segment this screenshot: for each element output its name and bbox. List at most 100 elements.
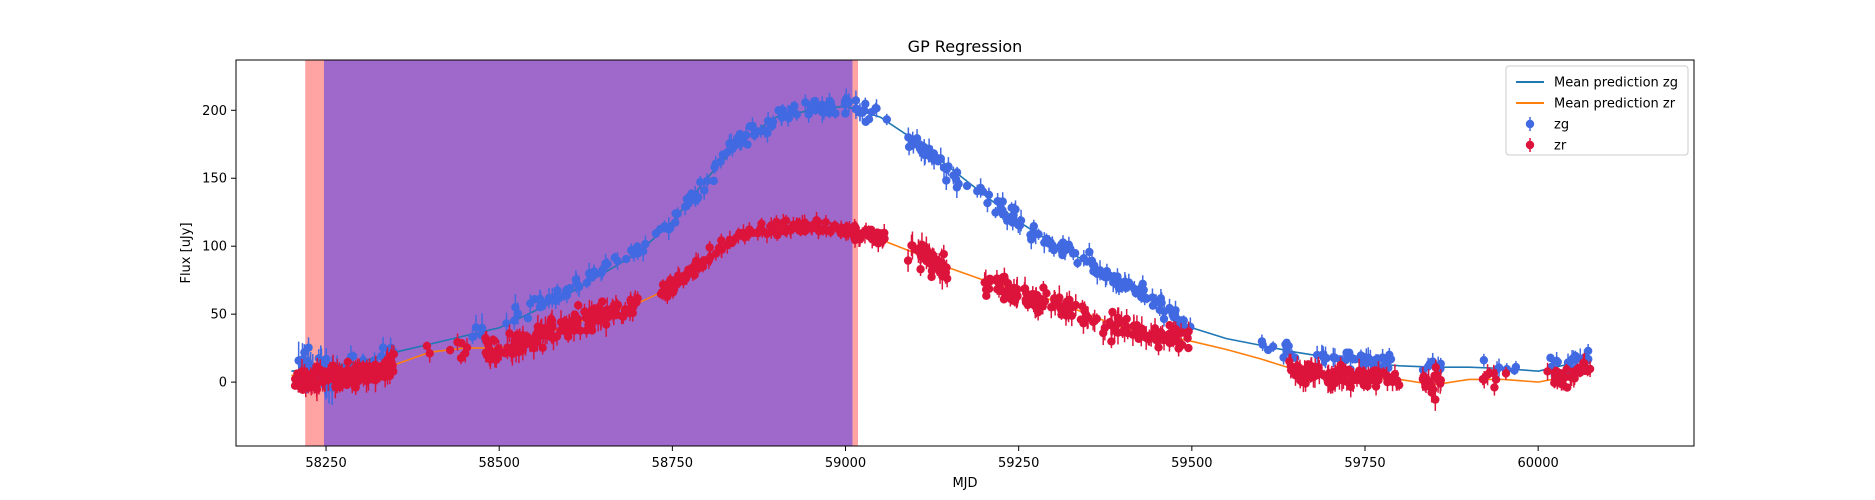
legend-label-zg: zg	[1554, 118, 1569, 133]
legend-swatch-zg-points	[1525, 117, 1535, 131]
data-point	[811, 106, 820, 115]
data-point	[702, 176, 712, 186]
data-point	[1099, 272, 1109, 281]
data-point	[1162, 334, 1171, 344]
data-point	[1543, 367, 1552, 376]
data-point	[1342, 377, 1352, 386]
data-point	[711, 159, 720, 169]
data-point	[783, 111, 793, 120]
data-point	[745, 122, 755, 131]
data-point	[882, 115, 892, 124]
data-point	[1003, 216, 1012, 225]
data-point	[767, 227, 776, 236]
data-point	[511, 333, 521, 343]
data-point	[608, 303, 617, 313]
data-point	[1433, 376, 1443, 385]
data-point	[681, 274, 690, 284]
data-point	[342, 374, 351, 383]
data-point	[584, 313, 593, 322]
data-point	[546, 314, 556, 324]
data-point	[587, 321, 596, 330]
data-point	[1016, 216, 1026, 225]
data-point	[691, 196, 700, 205]
chart-title: GP Regression	[908, 37, 1023, 56]
data-point	[1045, 239, 1054, 248]
data-point	[1510, 366, 1519, 375]
data-point	[836, 229, 846, 238]
data-point	[331, 367, 340, 377]
data-point	[1490, 383, 1499, 392]
data-point	[538, 343, 547, 353]
data-point	[684, 199, 693, 208]
x-tick-label: 59750	[1344, 456, 1385, 471]
data-point	[485, 354, 494, 364]
data-point	[511, 303, 520, 312]
data-point	[787, 104, 797, 114]
data-point	[626, 295, 635, 305]
data-point	[878, 233, 888, 243]
data-point	[1100, 323, 1110, 333]
data-point	[536, 326, 545, 335]
data-point	[1108, 307, 1117, 317]
plot-area-frame	[235, 59, 1695, 447]
data-point	[994, 283, 1004, 292]
data-point	[1122, 314, 1131, 324]
data-point	[664, 225, 674, 234]
data-point	[1107, 337, 1116, 346]
data-point	[1361, 358, 1370, 368]
legend-point	[1525, 140, 1535, 150]
x-tick-label: 59000	[825, 456, 866, 471]
data-point	[700, 186, 709, 195]
data-point	[502, 319, 511, 328]
data-point	[735, 129, 745, 139]
data-point	[826, 225, 835, 234]
data-point	[378, 343, 388, 352]
data-point	[1575, 368, 1585, 377]
data-point	[422, 341, 432, 351]
data-point	[1023, 300, 1033, 310]
x-tick-label: 59500	[1171, 456, 1212, 471]
data-point	[690, 270, 699, 280]
data-point	[375, 372, 384, 381]
data-point	[1109, 272, 1119, 281]
y-axis-ticks: 0 50 100 150 200	[202, 104, 236, 391]
data-point	[982, 291, 991, 300]
data-point	[1284, 341, 1293, 351]
data-point	[518, 331, 528, 340]
data-point	[1563, 383, 1572, 392]
data-point	[664, 288, 674, 297]
data-point	[1363, 375, 1373, 384]
data-point	[1330, 353, 1340, 362]
data-point	[1058, 250, 1067, 260]
data-point	[939, 163, 949, 172]
data-point	[1066, 244, 1075, 253]
data-point	[798, 223, 807, 233]
legend-label-mean-zg: Mean prediction zg	[1554, 76, 1678, 91]
data-point	[1088, 317, 1098, 327]
data-point	[750, 130, 760, 140]
data-point	[823, 103, 832, 112]
y-tick-label: 100	[202, 240, 227, 255]
data-point	[351, 383, 360, 392]
data-point	[718, 150, 728, 159]
data-point	[348, 351, 358, 361]
legend-point	[1525, 119, 1535, 129]
data-point	[1038, 302, 1047, 311]
data-point	[674, 271, 683, 280]
data-point	[1013, 291, 1022, 301]
legend-label-mean-zr: Mean prediction zr	[1554, 97, 1676, 112]
data-point	[741, 130, 751, 140]
data-point	[926, 259, 936, 268]
data-point	[1113, 328, 1123, 337]
data-point	[864, 232, 874, 241]
data-point	[1350, 355, 1360, 364]
data-point	[1138, 289, 1147, 299]
data-point	[1073, 258, 1082, 268]
data-point	[1501, 369, 1511, 378]
data-point	[1173, 315, 1182, 324]
data-point	[1085, 247, 1094, 257]
data-point	[850, 230, 860, 240]
data-point	[1031, 229, 1040, 238]
x-tick-label: 58500	[479, 456, 520, 471]
data-point	[383, 355, 392, 364]
